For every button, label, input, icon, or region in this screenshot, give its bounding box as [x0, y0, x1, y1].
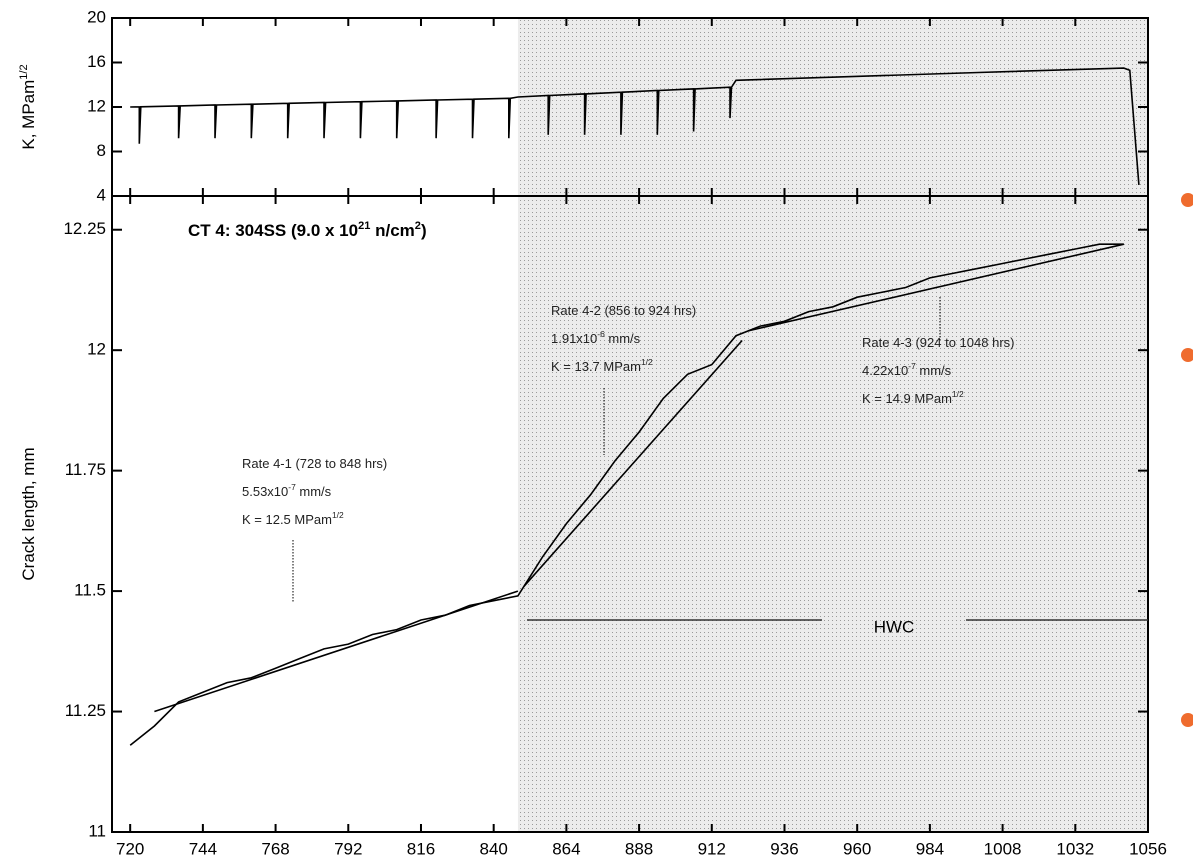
region-label: HWC	[874, 617, 915, 636]
annotation-part: K = 13.7 MPam	[551, 359, 641, 374]
x-tick-label: 960	[843, 839, 871, 858]
data-line	[130, 67, 1140, 185]
annotation-part: mm/s	[916, 363, 952, 378]
y-tick-label: 12	[87, 340, 106, 359]
x-tick-label: 816	[407, 839, 435, 858]
x-tick-label: 720	[116, 839, 144, 858]
bullet	[1181, 713, 1193, 727]
x-tick-label: 1056	[1129, 839, 1167, 858]
annotation-part: mm/s	[296, 484, 332, 499]
y-axis-label: K, MPam1/2	[18, 64, 39, 149]
y-tick-label: 4	[97, 185, 106, 204]
annotation: Rate 4-3 (924 to 1048 hrs)	[862, 335, 1014, 350]
data-line	[129, 243, 1124, 746]
annotation-part: Rate 4-3 (924 to 1048 hrs)	[862, 335, 1014, 350]
data-line	[523, 339, 743, 587]
y-axis-label-sup: 1/2	[18, 64, 30, 79]
annotation-part: K = 12.5 MPam	[242, 512, 332, 527]
annotation: 4.22x10-7 mm/s	[862, 361, 952, 378]
data-line	[747, 243, 1124, 332]
y-tick-label: 12	[87, 96, 106, 115]
annotation-sup: 1/2	[641, 357, 653, 367]
x-tick-label: 1008	[984, 839, 1022, 858]
annotation: Rate 4-1 (728 to 848 hrs)	[242, 456, 387, 471]
y-axis-label-part: K, MPam	[19, 80, 38, 150]
annotation-sup: -7	[288, 482, 296, 492]
annotation: K = 14.9 MPam1/2	[862, 389, 964, 406]
annotation: K = 13.7 MPam1/2	[551, 357, 653, 374]
x-tick-label: 744	[189, 839, 217, 858]
plot-frame	[111, 195, 1149, 833]
x-tick-label: 768	[261, 839, 289, 858]
annotation-part: 4.22x10	[862, 363, 908, 378]
y-axis-label: Crack length, mm	[19, 447, 38, 580]
bullet	[1181, 193, 1193, 207]
annotation-part: 5.53x10	[242, 484, 288, 499]
x-tick-label: 984	[916, 839, 944, 858]
annotation: Rate 4-2 (856 to 924 hrs)	[551, 303, 696, 318]
y-tick-label: 20	[87, 7, 106, 26]
shaded-region	[517, 18, 1148, 196]
y-tick-label: 11.25	[65, 701, 106, 720]
x-tick-label: 792	[334, 839, 362, 858]
annotation-sup: 1/2	[952, 389, 964, 399]
x-tick-label: 888	[625, 839, 653, 858]
y-tick-label: 16	[87, 52, 106, 71]
annotation-part: 1.91x10	[551, 331, 597, 346]
annotation: K = 12.5 MPam1/2	[242, 510, 344, 527]
annotation-part: K = 14.9 MPam	[862, 391, 952, 406]
x-tick-label: 840	[479, 839, 507, 858]
chart-title-part: n/cm	[370, 221, 414, 240]
chart-title-part: )	[421, 221, 427, 240]
annotation-sup: -7	[908, 361, 916, 371]
bullet	[1181, 348, 1193, 362]
annotation-sup: -6	[597, 329, 605, 339]
x-axis-label: Time, hours	[585, 863, 674, 865]
y-axis-label-part: Crack length, mm	[19, 447, 38, 580]
chart-title: CT 4: 304SS (9.0 x 1021 n/cm2)	[188, 220, 427, 241]
annotation-sup: 1/2	[332, 510, 344, 520]
chart-title-sup: 21	[358, 220, 370, 232]
y-tick-label: 11.75	[65, 460, 106, 479]
y-tick-label: 11.5	[74, 581, 106, 600]
x-tick-label: 864	[552, 839, 580, 858]
annotation: 5.53x10-7 mm/s	[242, 482, 332, 499]
annotation: 1.91x10-6 mm/s	[551, 329, 641, 346]
data-line	[154, 590, 519, 713]
annotation-part: Rate 4-2 (856 to 924 hrs)	[551, 303, 696, 318]
y-tick-label: 8	[97, 141, 106, 160]
shaded-region	[517, 196, 1148, 832]
x-tick-label: 1032	[1056, 839, 1094, 858]
chart-title-part: CT 4: 304SS (9.0 x 10	[188, 221, 358, 240]
annotation-part: Rate 4-1 (728 to 848 hrs)	[242, 456, 387, 471]
chart-title-sup: 2	[415, 220, 421, 232]
annotation-part: mm/s	[605, 331, 641, 346]
x-tick-label: 936	[770, 839, 798, 858]
x-tick-label: 912	[698, 839, 726, 858]
y-tick-label: 12.25	[63, 219, 106, 238]
y-tick-label: 11	[88, 821, 106, 840]
